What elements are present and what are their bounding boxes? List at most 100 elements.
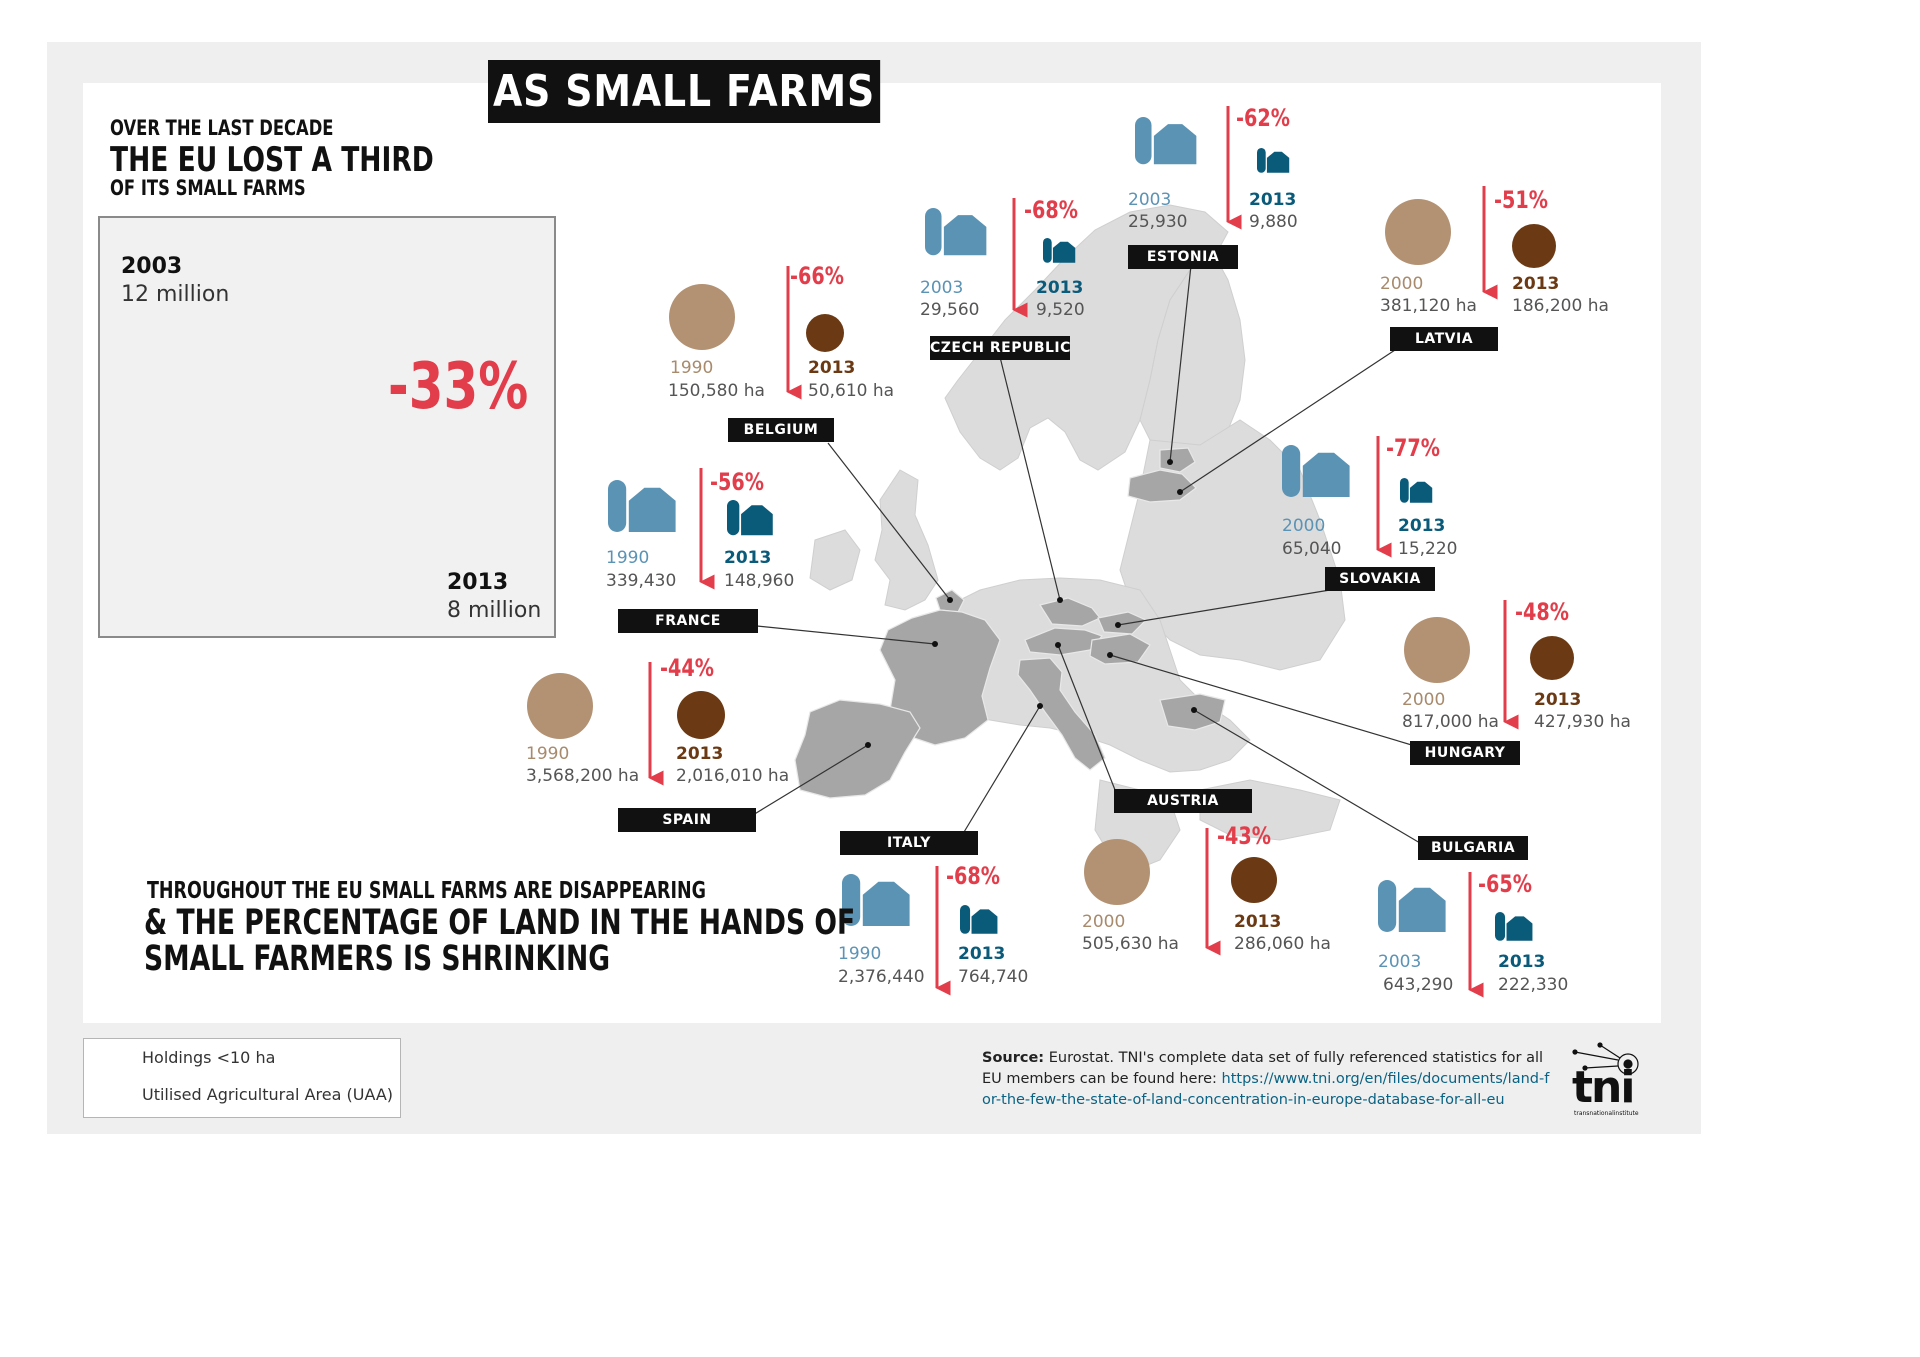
- spain-year-1: 1990: [526, 744, 570, 764]
- czech-year-2: 2013: [1036, 278, 1084, 298]
- bottom-line-1: THROUGHOUT THE EU SMALL FARMS ARE DISAPP…: [147, 878, 706, 904]
- spain-value-1: 3,568,200 ha: [526, 766, 640, 786]
- inset-start-year: 2003: [121, 254, 183, 279]
- tni-logo-text: tni: [1572, 1062, 1635, 1113]
- leader-lines: [747, 255, 1421, 844]
- czech-value-2: 9,520: [1036, 300, 1085, 320]
- bulgaria-value-1: 643,290: [1383, 975, 1454, 995]
- hungary-uaa-2000-icon: [1404, 617, 1470, 683]
- spain-shape: [794, 699, 921, 799]
- bulgaria-year-2: 2013: [1498, 952, 1546, 972]
- uk-shape: [874, 469, 939, 611]
- intro-line-1: OVER THE LAST DECADE: [110, 116, 334, 140]
- spain-uaa-2013-icon: [677, 691, 725, 739]
- austria-year-1: 2000: [1082, 912, 1126, 932]
- estonia-barn-2003-icon: [1135, 117, 1197, 165]
- source-text: Eurostat. TNI's complete data set of ful…: [982, 1050, 1544, 1087]
- inset-end-year: 2013: [447, 570, 509, 595]
- france-year-1: 1990: [606, 548, 650, 568]
- latvia-value-1: 381,120 ha: [1380, 296, 1477, 316]
- leader-dots: [865, 459, 1197, 748]
- slovakia-change: -77%: [1386, 434, 1440, 462]
- hungary-label: HUNGARY: [1410, 741, 1520, 765]
- legend-holdings-label: Holdings <10 ha: [142, 1048, 276, 1067]
- source-link[interactable]: https://www.tni.org/en/files/documents/l…: [982, 1071, 1550, 1108]
- inset-change: -33%: [388, 350, 529, 424]
- hungary-value-2: 427,930 ha: [1534, 712, 1631, 732]
- latvia-uaa: [1385, 199, 1556, 268]
- intro-line-3: OF ITS SMALL FARMS: [110, 176, 306, 200]
- austria-year-2: 2013: [1234, 912, 1282, 932]
- belgium-uaa-1990-icon: [669, 284, 735, 350]
- inset-map-box: [98, 216, 556, 638]
- estonia-year-1: 2003: [1128, 190, 1172, 210]
- hungary-uaa-2013-icon: [1530, 636, 1574, 680]
- czech-year-1: 2003: [920, 278, 964, 298]
- france-year-2: 2013: [724, 548, 772, 568]
- belgium-year-2: 2013: [808, 358, 856, 378]
- italy-change: -68%: [946, 862, 1000, 890]
- austria-change: -43%: [1217, 822, 1271, 850]
- slovakia-barn-2000-icon: [1282, 445, 1350, 497]
- estonia-barn-2013-icon: [1257, 148, 1290, 173]
- belgium-year-1: 1990: [670, 358, 714, 378]
- belgium-uaa-2013-icon: [806, 314, 844, 352]
- estonia-value-1: 25,930: [1128, 212, 1188, 232]
- belgium-value-1: 150,580 ha: [668, 381, 765, 401]
- hungary-year-2: 2013: [1534, 690, 1582, 710]
- intro-line-2: THE EU LOST A THIRD: [110, 140, 434, 180]
- italy-value-2: 764,740: [958, 967, 1029, 987]
- estonia-value-2: 9,880: [1249, 212, 1298, 232]
- bulgaria-barn-2003-icon: [1378, 880, 1446, 932]
- czech-change: -68%: [1024, 196, 1078, 224]
- ireland-shape: [809, 529, 861, 591]
- tni-logo-subtext: transnationalinstitute: [1574, 1110, 1639, 1117]
- spain-uaa: [527, 673, 725, 739]
- belgium-value-2: 50,610 ha: [808, 381, 895, 401]
- italy-shape: [1017, 657, 1106, 771]
- italy-year-1: 1990: [838, 944, 882, 964]
- inset-start-value: 12 million: [121, 282, 230, 307]
- italy-value-1: 2,376,440: [838, 967, 925, 987]
- belgium-label: BELGIUM: [728, 418, 834, 442]
- highlighted-countries: [794, 447, 1226, 799]
- source-note: Source: Eurostat. TNI's complete data se…: [982, 1048, 1552, 1111]
- legend-box: Holdings <10 ha Utilised Agricultural Ar…: [83, 1038, 401, 1118]
- spain-year-2: 2013: [676, 744, 724, 764]
- latvia-uaa-2000-icon: [1385, 199, 1451, 265]
- latvia-change: -51%: [1494, 186, 1548, 214]
- slovakia-barn-2013-icon: [1400, 478, 1433, 503]
- spain-value-2: 2,016,010 ha: [676, 766, 790, 786]
- bottom-line-3: SMALL FARMERS IS SHRINKING: [144, 939, 611, 979]
- spain-uaa-1990-icon: [527, 673, 593, 739]
- estonia-year-2: 2013: [1249, 190, 1297, 210]
- austria-value-1: 505,630 ha: [1082, 934, 1179, 954]
- austria-uaa-2013-icon: [1231, 857, 1277, 903]
- austria-value-2: 286,060 ha: [1234, 934, 1331, 954]
- czech-label: CZECH REPUBLIC: [930, 336, 1070, 360]
- czech-value-1: 29,560: [920, 300, 980, 320]
- latvia-value-2: 186,200 ha: [1512, 296, 1609, 316]
- france-value-2: 148,960: [724, 571, 795, 591]
- bulgaria-value-2: 222,330: [1498, 975, 1569, 995]
- slovakia-value-2: 15,220: [1398, 539, 1458, 559]
- estonia-label: ESTONIA: [1128, 245, 1238, 269]
- slovakia-label: SLOVAKIA: [1325, 567, 1435, 591]
- italy-barn-2013-icon: [960, 905, 998, 934]
- estonia-change: -62%: [1236, 104, 1290, 132]
- hungary-year-1: 2000: [1402, 690, 1446, 710]
- slovakia-shape: [1097, 611, 1148, 635]
- hungary-uaa: [1404, 617, 1574, 683]
- spain-label: SPAIN: [618, 808, 756, 832]
- latvia-label: LATVIA: [1390, 327, 1498, 351]
- italy-year-2: 2013: [958, 944, 1006, 964]
- legend-uaa-label: Utilised Agricultural Area (UAA): [142, 1085, 394, 1104]
- slovakia-year-2: 2013: [1398, 516, 1446, 536]
- czech-barn-2003-icon: [925, 208, 987, 256]
- austria-uaa: [1084, 839, 1277, 905]
- belgium-change: -66%: [790, 262, 844, 290]
- tni-logo-mark: [1572, 1042, 1639, 1075]
- bottom-line-2: & THE PERCENTAGE OF LAND IN THE HANDS OF: [144, 903, 856, 943]
- austria-uaa-2000-icon: [1084, 839, 1150, 905]
- latvia-year-1: 2000: [1380, 274, 1424, 294]
